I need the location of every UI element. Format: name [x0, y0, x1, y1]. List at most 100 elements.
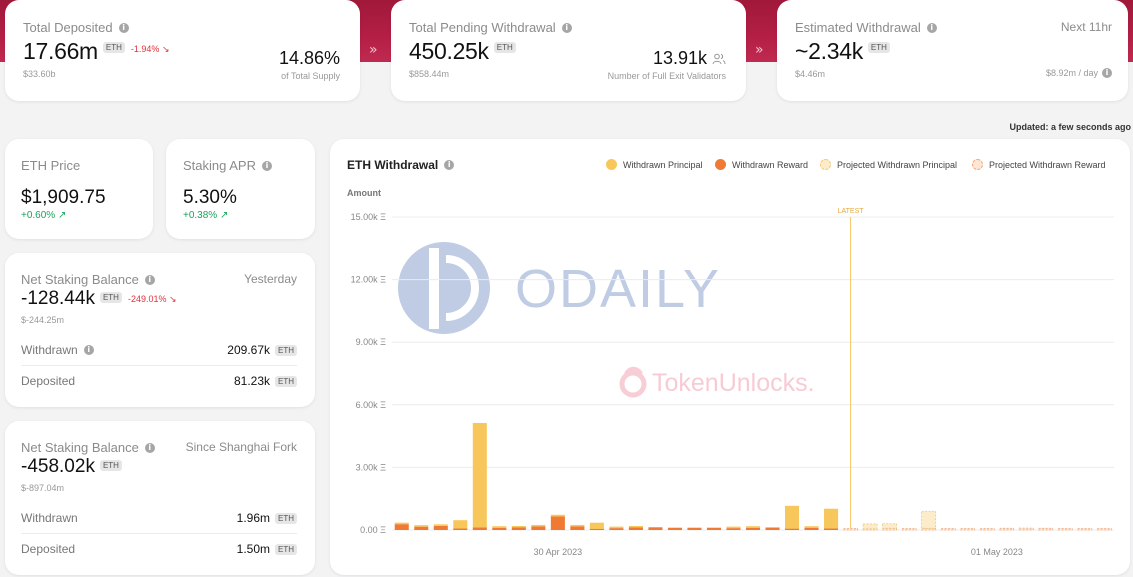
legend-item-reward[interactable]: Withdrawn Reward [715, 159, 808, 170]
withdrawn-principal-bar[interactable] [570, 524, 585, 527]
legend-item-principal[interactable]: Withdrawn Principal [606, 159, 703, 170]
info-icon[interactable]: i [561, 22, 572, 33]
withdrawn-reward-bar[interactable] [511, 527, 526, 530]
withdrawn-reward-bar[interactable] [804, 527, 819, 530]
net-staking-shanghai-card: Net Staking Balance i Since Shanghai For… [5, 421, 315, 575]
withdrawn-reward-bar[interactable] [824, 528, 839, 531]
withdrawn-principal-bar[interactable] [414, 525, 429, 527]
projected-reward-bar[interactable] [1038, 527, 1054, 531]
withdrawn-reward-bar[interactable] [570, 526, 585, 530]
projected-reward-bar[interactable] [901, 528, 917, 531]
net-staking-usd: $-244.25m [21, 315, 65, 325]
withdrawn-principal-bar[interactable] [726, 526, 741, 529]
projected-reward-bar[interactable] [979, 528, 995, 531]
withdrawn-reward-bar[interactable] [765, 527, 780, 530]
withdrawn-reward-bar[interactable] [726, 528, 741, 530]
withdrawn-reward-bar[interactable] [472, 527, 487, 530]
withdrawn-principal-bar[interactable] [785, 505, 800, 529]
total-deposited-usd: $33.60b [23, 69, 56, 79]
deposited-label: Deposited [21, 542, 76, 556]
info-icon[interactable]: i [1102, 68, 1112, 78]
total-deposited-card: Total Deposited i 17.66m ETH -1.94% ↘ $3… [5, 0, 360, 101]
projected-reward-bar[interactable] [1096, 528, 1112, 531]
projected-reward-bar[interactable] [1018, 527, 1034, 531]
withdrawn-reward-bar[interactable] [550, 516, 565, 530]
withdrawn-reward-bar[interactable] [648, 527, 663, 530]
withdrawn-reward-bar[interactable] [785, 528, 800, 531]
net-staking-change: -249.01% ↘ [127, 294, 177, 304]
y-tick-label: 12.00k Ξ [351, 275, 387, 285]
withdrawn-principal-bar[interactable] [609, 526, 624, 529]
y-tick-label: 3.00k Ξ [356, 462, 387, 472]
projected-reward-bar[interactable] [921, 527, 937, 531]
withdrawn-reward-bar[interactable] [414, 526, 429, 530]
eth-unit-badge: ETH [102, 42, 125, 53]
chart-title: ETH Withdrawal [347, 158, 439, 172]
projected-principal-bar[interactable] [882, 523, 898, 529]
withdrawn-reward-bar[interactable] [589, 528, 604, 531]
info-icon[interactable]: i [144, 442, 155, 453]
withdrawn-reward-bar[interactable] [745, 527, 761, 530]
info-icon[interactable]: i [262, 160, 272, 171]
staking-apr-change: +0.38% ↗ [183, 210, 229, 221]
projected-principal-bar[interactable] [921, 510, 937, 529]
withdrawn-reward-bar[interactable] [628, 527, 643, 530]
legend-item-projected-principal[interactable]: Projected Withdrawn Principal [820, 159, 957, 170]
withdrawn-reward-bar[interactable] [492, 527, 507, 530]
withdrawn-principal-bar[interactable] [511, 525, 526, 528]
withdrawn-reward-bar[interactable] [394, 524, 409, 530]
projected-principal-bar[interactable] [862, 523, 878, 530]
info-icon[interactable]: i [926, 22, 937, 33]
odaily-wordmark: ODAILY [515, 259, 721, 319]
projected-reward-bar[interactable] [940, 528, 956, 531]
withdrawn-principal-bar[interactable] [453, 520, 468, 529]
withdrawn-reward-bar[interactable] [609, 528, 624, 530]
net-staking-label: Net Staking Balance [21, 272, 139, 287]
withdrawn-reward-bar[interactable] [667, 527, 682, 530]
total-deposited-change: -1.94% ↘ [130, 44, 170, 54]
x-tick-label: 01 May 2023 [971, 547, 1023, 557]
odaily-watermark: ODAILY [398, 242, 721, 334]
withdrawn-reward-bar[interactable] [531, 526, 546, 530]
legend-item-projected-reward[interactable]: Projected Withdrawn Reward [972, 159, 1106, 170]
projected-reward-bar[interactable] [843, 528, 858, 531]
withdrawn-principal-bar[interactable] [472, 422, 487, 528]
latest-marker-label: LATEST [838, 208, 865, 215]
info-icon[interactable]: i [118, 22, 129, 33]
eth-price-change: +0.60% ↗ [21, 210, 67, 221]
withdrawn-principal-bar[interactable] [394, 522, 409, 525]
withdrawn-principal-bar[interactable] [745, 526, 761, 528]
projected-reward-bar[interactable] [1057, 528, 1073, 531]
eth-unit-badge: ETH [867, 42, 890, 53]
validators-label: Number of Full Exit Validators [607, 71, 726, 81]
projected-reward-bar[interactable] [999, 527, 1015, 531]
withdrawn-principal-bar[interactable] [492, 526, 507, 528]
staking-apr-card: Staking APR i 5.30% +0.38% ↗ [166, 139, 315, 239]
withdrawn-principal-bar[interactable] [433, 524, 448, 526]
info-icon[interactable]: i [83, 345, 94, 355]
estimated-label: Estimated Withdrawal [795, 20, 921, 35]
withdrawn-principal-bar[interactable] [531, 524, 546, 527]
withdrawn-reward-bar[interactable] [687, 527, 702, 530]
eth-withdrawal-chart-card: ETH Withdrawal i Amount Withdrawn Princi… [330, 139, 1130, 575]
updated-timestamp: Updated: a few seconds ago [1009, 122, 1131, 132]
withdrawn-label: Withdrawn [21, 511, 78, 525]
period-label: Since Shanghai Fork [185, 440, 297, 454]
info-icon[interactable]: i [444, 160, 455, 170]
withdrawn-reward-bar[interactable] [706, 527, 721, 530]
withdrawn-principal-bar[interactable] [589, 522, 604, 529]
projected-reward-bar[interactable] [960, 528, 976, 531]
deposited-label: Deposited [21, 374, 76, 388]
withdrawn-reward-bar[interactable] [453, 528, 468, 531]
withdrawn-principal-bar[interactable] [628, 525, 643, 528]
eth-unit-badge: ETH [99, 292, 122, 303]
eth-price-card: ETH Price $1,909.75 +0.60% ↗ [5, 139, 153, 239]
projected-reward-bar[interactable] [1077, 528, 1093, 531]
withdrawn-principal-bar[interactable] [824, 508, 839, 529]
period-label: Yesterday [244, 272, 297, 286]
withdrawn-reward-bar[interactable] [433, 525, 448, 530]
legend-label: Projected Withdrawn Principal [837, 159, 958, 170]
withdrawn-principal-bar[interactable] [804, 526, 819, 528]
withdrawn-principal-bar[interactable] [550, 514, 565, 517]
info-icon[interactable]: i [144, 274, 155, 285]
